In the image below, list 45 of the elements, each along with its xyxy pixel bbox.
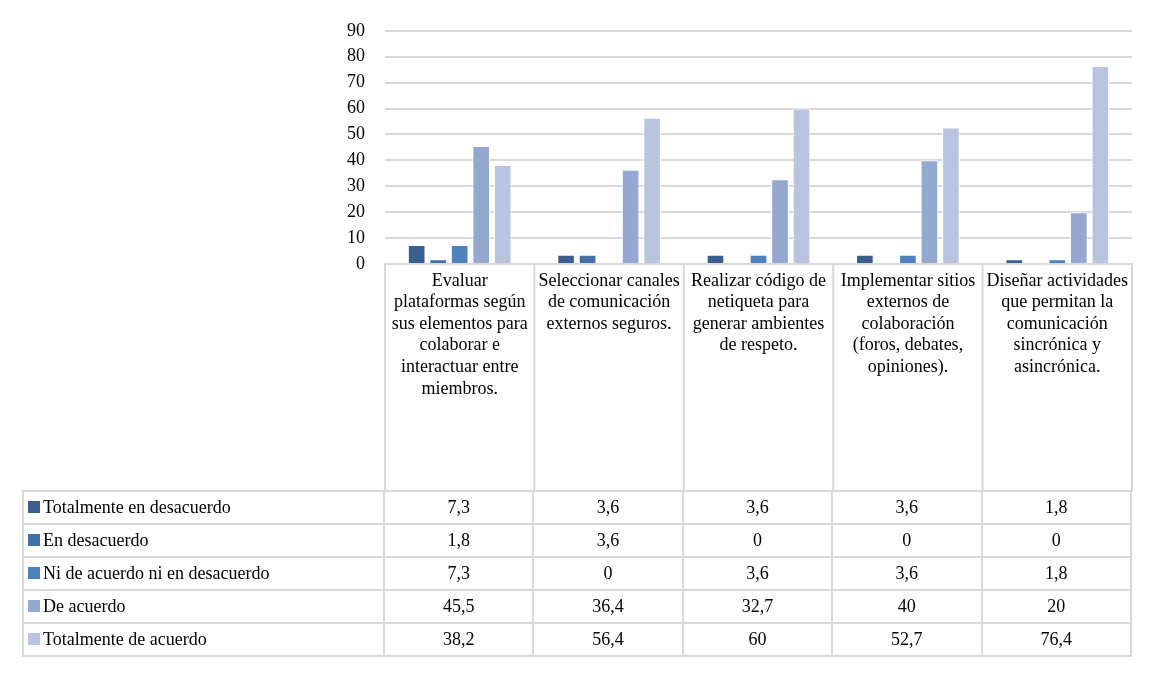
legend-label: Totalmente en desacuerdo [23,491,384,524]
data-label: 3,6 [533,491,683,524]
y-tick-label: 0 [356,252,365,273]
data-label: 3,6 [832,557,982,590]
data-label: 3,6 [682,557,833,590]
data-label: 76,4 [981,623,1131,656]
data-label: 3,6 [682,491,833,524]
y-tick-label: 40 [347,149,365,170]
data-label: 20 [981,590,1131,623]
data-label: 40 [832,590,982,623]
data-label: 0 [533,557,683,590]
y-tick-label: 90 [347,19,365,40]
x-tick-label: Implementar sitios externos de colaboración (foros, debates, opiniones). [840,269,976,377]
legend-label: De acuerdo [23,590,384,623]
y-tick-label: 50 [347,123,365,144]
data-label: 36,4 [533,590,683,623]
y-tick-label: 30 [347,175,365,195]
data-label: 1,8 [981,557,1131,590]
y-tick-label: 10 [347,226,365,247]
y-tick-label: 20 [347,200,365,221]
data-label: 38,2 [384,623,534,656]
data-label: 7,3 [384,557,534,590]
data-label: 1,8 [981,491,1131,524]
x-tick-label: Realizar código de netiqueta para generar ambientes de respeto. [691,269,826,355]
legend-label: En desacuerdo [23,524,384,557]
x-tick-label: Seleccionar canales de comunicación externos seguros. [538,269,680,333]
legend-label: Ni de acuerdo ni en desacuerdo [23,557,384,590]
data-label: 56,4 [533,623,683,656]
data-label: 52,7 [832,623,982,656]
y-tick-label: 70 [347,71,365,92]
data-label: 3,6 [533,524,683,557]
y-tick-label: 60 [347,97,365,118]
data-label: 60 [682,623,833,656]
data-label: 0 [981,524,1131,557]
data-label: 3,6 [832,491,982,524]
data-label: 7,3 [384,491,534,524]
data-label: 0 [682,524,833,557]
x-tick-label: Diseñar actividades que permitan la comunicación sincrónica y asincrónica. [986,269,1129,376]
data-label: 32,7 [682,590,833,623]
x-tick-label: Evaluar plataformas según sus elementos para colaborar e interactuar entre miembros. [391,269,528,398]
data-label: 0 [832,524,982,557]
data-label: 1,8 [384,524,534,557]
y-tick-label: 80 [347,45,365,66]
legend-label: Totalmente de acuerdo [23,623,384,656]
data-label: 45,5 [384,590,534,623]
